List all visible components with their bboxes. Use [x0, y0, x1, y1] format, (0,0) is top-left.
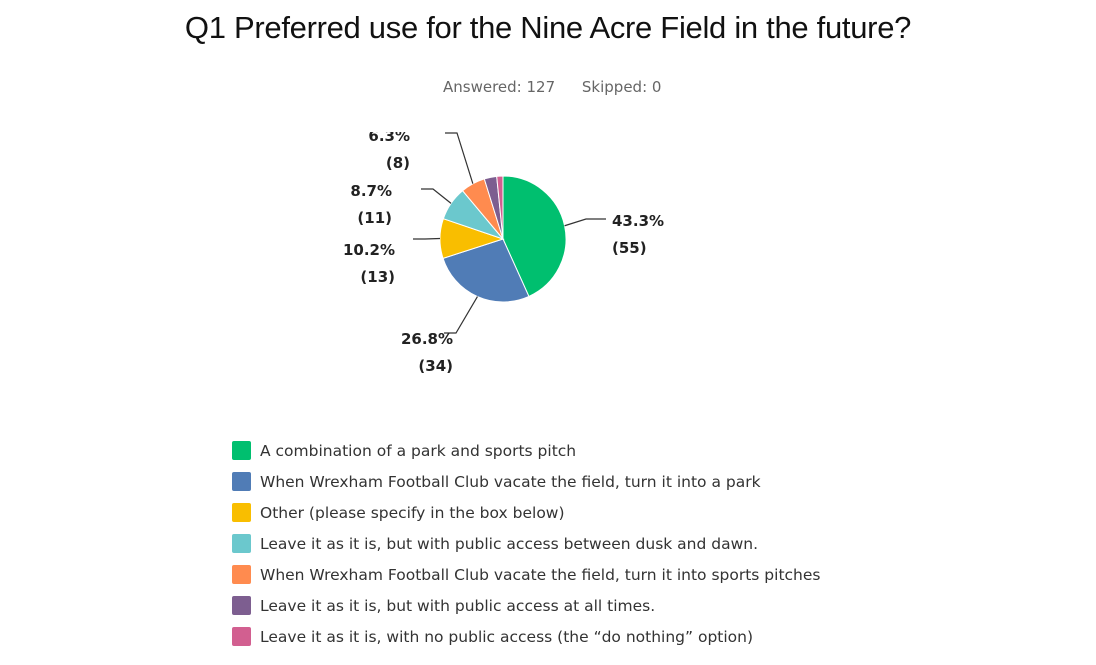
legend-label: A combination of a park and sports pitch — [260, 441, 577, 460]
slice-count-label: (8) — [386, 154, 410, 172]
legend-item: A combination of a park and sports pitch — [232, 435, 821, 466]
leader-line-4 — [421, 188, 452, 204]
slice-count-label: (11) — [357, 209, 392, 227]
legend-label: Other (please specify in the box below) — [260, 503, 565, 522]
leader-line-5 — [445, 132, 474, 184]
skipped-count: Skipped: 0 — [581, 78, 662, 96]
pie-slice-2 — [442, 238, 530, 303]
legend-label: Leave it as it is, but with public acces… — [260, 534, 759, 553]
legend-item: Leave it as it is, but with public acces… — [232, 528, 821, 559]
legend-item: Leave it as it is, but with public acces… — [232, 590, 821, 621]
slice-percent-label: 43.3% — [612, 212, 664, 230]
legend-swatch — [232, 472, 251, 491]
slice-count-label: (55) — [612, 239, 647, 257]
pie-chart: 43.3% (55) 26.8% (34) 10.2% (13) 8.7% (11) 6.3% (… — [343, 127, 664, 375]
slice-percent-label: 8.7% — [350, 182, 392, 200]
legend-label: When Wrexham Football Club vacate the fi… — [260, 565, 821, 584]
legend-swatch — [232, 534, 251, 553]
legend-swatch — [232, 565, 251, 584]
legend-swatch — [232, 441, 251, 460]
legend-swatch — [232, 627, 251, 646]
slice-percent-label: 6.3% — [368, 127, 410, 145]
slice-count-label: (13) — [360, 268, 395, 286]
legend-label: Leave it as it is, but with public acces… — [260, 596, 656, 615]
answered-count: Answered: 127 — [443, 78, 556, 96]
pie-slice-7 — [496, 175, 504, 240]
response-stats: Answered: 127 Skipped: 0 — [443, 78, 683, 96]
legend-swatch — [232, 503, 251, 522]
chart-legend: A combination of a park and sports pitch… — [232, 435, 821, 652]
legend-item: Other (please specify in the box below) — [232, 497, 821, 528]
slice-percent-label: 26.8% — [401, 330, 453, 348]
slice-count-label: (34) — [418, 357, 453, 375]
pie-slice-1 — [502, 175, 567, 298]
slice-percent-label: 10.2% — [343, 241, 395, 259]
leader-line-2 — [444, 296, 478, 334]
legend-item: When Wrexham Football Club vacate the fi… — [232, 559, 821, 590]
legend-label: When Wrexham Football Club vacate the fi… — [260, 472, 761, 491]
legend-label: Leave it as it is, with no public access… — [260, 627, 754, 646]
legend-swatch — [232, 596, 251, 615]
legend-item: Leave it as it is, with no public access… — [232, 621, 821, 652]
leader-line-1 — [564, 218, 606, 227]
chart-title: Q1 Preferred use for the Nine Acre Field… — [184, 10, 912, 45]
legend-item: When Wrexham Football Club vacate the fi… — [232, 466, 821, 497]
